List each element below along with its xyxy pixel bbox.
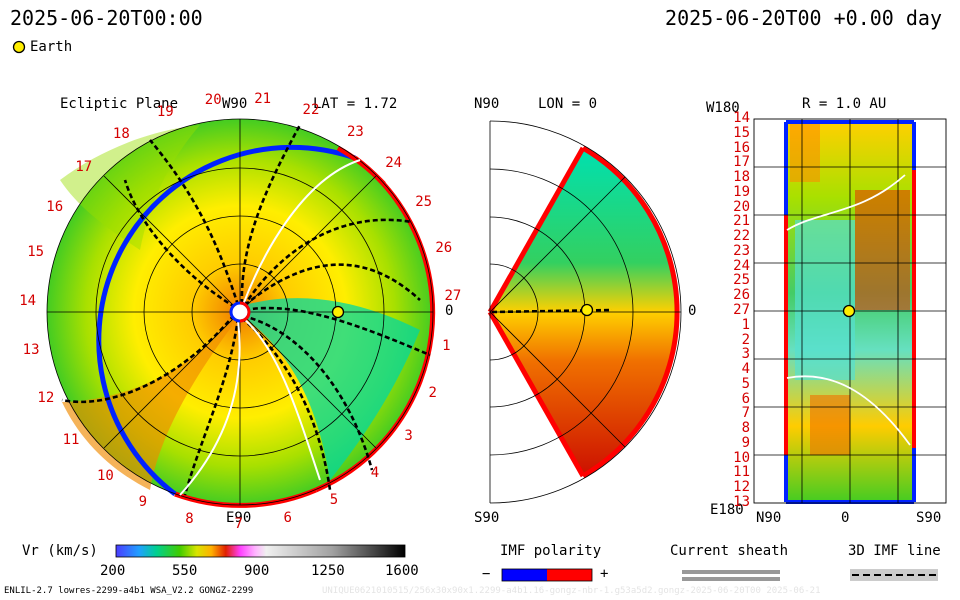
rim-number: 9 xyxy=(138,494,148,511)
rim-number: 13 xyxy=(22,342,40,359)
rim-number: 25 xyxy=(415,194,433,211)
radial-left-number: 14 xyxy=(733,110,750,126)
rim-number: 24 xyxy=(385,155,403,172)
rim-number: 3 xyxy=(404,428,413,445)
rim-number: 10 xyxy=(96,467,114,484)
rim-number: 23 xyxy=(346,123,364,140)
earth-marker-icon xyxy=(842,304,856,318)
rim-number: 16 xyxy=(46,198,64,215)
colorbar-tick: 1250 xyxy=(311,563,345,579)
rim-number: 19 xyxy=(156,103,174,120)
radial-left-number: 27 xyxy=(733,301,750,318)
radial-left-number: 15 xyxy=(733,124,750,141)
meridional-top-label: N90 xyxy=(474,96,500,112)
meridional-right-label: 0 xyxy=(688,303,697,319)
rim-number: 15 xyxy=(27,244,45,261)
current-sheath-title: Current sheath xyxy=(670,543,789,559)
radial-title: R = 1.0 AU xyxy=(802,96,887,112)
radial-left-number: 4 xyxy=(741,361,750,378)
rim-number: 4 xyxy=(370,464,380,481)
meridional-bottom-label: S90 xyxy=(474,510,500,526)
radial-left-number: 21 xyxy=(733,213,750,230)
rim-number: 22 xyxy=(302,102,320,118)
radial-left-number: 19 xyxy=(733,183,750,200)
velocity-colorbar xyxy=(115,544,406,558)
imf-plus-label: + xyxy=(600,566,609,582)
earth-marker-icon xyxy=(331,305,345,319)
radial-axis-zero: 0 xyxy=(841,510,850,526)
radial-left-number: 6 xyxy=(741,390,750,407)
radial-left-number: 11 xyxy=(733,464,750,481)
ecliptic-right-label: 0 xyxy=(445,303,454,319)
rim-number: 1 xyxy=(442,337,451,354)
radial-left-number: 7 xyxy=(741,405,750,422)
rim-number: 8 xyxy=(185,510,194,527)
radial-left-number: 17 xyxy=(733,154,750,171)
ecliptic-top-label: W90 xyxy=(222,96,248,112)
colorbar-tick: 1600 xyxy=(385,563,419,579)
radial-left-number: 9 xyxy=(741,434,750,451)
rim-number: 2 xyxy=(428,385,437,402)
rim-number: 14 xyxy=(19,293,37,310)
rim-number: 7 xyxy=(234,515,243,532)
ecliptic-bottom-label: E90 xyxy=(226,510,252,526)
radial-left-number: 1 xyxy=(741,316,750,333)
rim-number: 11 xyxy=(62,432,80,449)
rim-number: 12 xyxy=(37,389,55,406)
rim-number: 26 xyxy=(435,239,453,256)
rim-number: 5 xyxy=(329,492,339,509)
colorbar-tick: 550 xyxy=(172,563,198,579)
radial-left-number: 26 xyxy=(733,287,750,304)
left-datetime: 2025-06-20T00:00 xyxy=(10,6,203,30)
radial-axis-south: S90 xyxy=(916,510,942,526)
imf-minus-label: − xyxy=(482,566,491,582)
radial-left-number: 2 xyxy=(741,331,750,348)
ecliptic-title: Ecliptic Plane xyxy=(60,96,179,112)
rim-number: 17 xyxy=(75,158,93,175)
radial-left-number: 13 xyxy=(733,493,750,510)
colorbar-tick: 200 xyxy=(100,563,126,579)
radial-left-number: 18 xyxy=(733,169,750,186)
meridional-plot xyxy=(487,120,682,504)
rim-number: 20 xyxy=(204,91,222,108)
rim-number: 18 xyxy=(112,126,130,143)
radial-bottom-label: E180 xyxy=(710,502,744,518)
radial-left-number: 10 xyxy=(733,449,750,466)
footer-left: ENLIL-2.7 lowres-2299-a4b1 WSA_V2.2 GONG… xyxy=(4,586,254,596)
sun-icon xyxy=(229,301,251,323)
radial-left-number: 25 xyxy=(733,272,750,289)
radial-left-number: 20 xyxy=(733,198,750,215)
radial-left-number: 5 xyxy=(741,375,750,392)
radial-left-number: 3 xyxy=(741,346,750,363)
earth-legend-label: Earth xyxy=(30,39,73,55)
footer-right: UNIQUE0621010515/256x30x90x1.2299-a4b1.1… xyxy=(322,586,821,596)
meridional-title: LON = 0 xyxy=(538,96,598,112)
radial-left-number: 24 xyxy=(733,257,750,274)
radial-left-number: 16 xyxy=(733,139,750,156)
radial-axis-north: N90 xyxy=(756,510,782,526)
ecliptic-plot xyxy=(46,118,436,508)
radial-top-label: W180 xyxy=(706,100,740,116)
earth-legend-icon xyxy=(12,40,26,54)
ecliptic-lat-label: LAT = 1.72 xyxy=(313,96,398,112)
radial-left-number: 22 xyxy=(733,228,750,245)
rim-number: 27 xyxy=(444,288,462,305)
rim-number: 21 xyxy=(254,91,272,108)
rim-number: 6 xyxy=(283,509,292,526)
imf-polarity-title: IMF polarity xyxy=(500,543,602,559)
radial-left-number: 23 xyxy=(733,242,750,259)
radial-plot xyxy=(753,118,947,504)
colorbar-label: Vr (km/s) xyxy=(22,543,98,559)
radial-left-number: 12 xyxy=(733,479,750,496)
colorbar-tick: 900 xyxy=(244,563,270,579)
right-datetime: 2025-06-20T00 +0.00 day xyxy=(665,6,942,30)
imf-line-title: 3D IMF line xyxy=(848,543,941,559)
radial-left-number: 8 xyxy=(741,420,750,437)
earth-marker-icon xyxy=(580,303,594,317)
